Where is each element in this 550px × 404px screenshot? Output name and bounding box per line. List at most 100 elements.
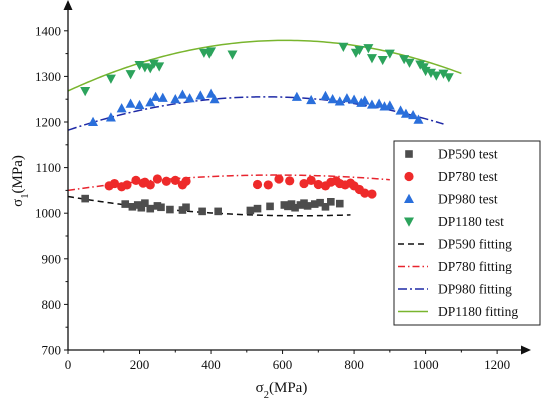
data-point-dp980-test xyxy=(395,105,406,115)
data-point-dp590-test xyxy=(157,203,165,212)
legend-label-dp1180-fitting: DP1180 fitting xyxy=(438,304,518,319)
data-point-dp1180-test xyxy=(125,70,136,80)
data-point-dp1180-test xyxy=(384,49,395,59)
data-point-dp980-test xyxy=(374,98,385,108)
data-point-dp780-test xyxy=(274,174,284,184)
data-point-dp980-test xyxy=(209,94,220,104)
data-point-dp1180-test xyxy=(227,50,238,60)
data-point-dp980-test xyxy=(157,92,168,102)
data-point-dp980-test xyxy=(334,96,345,106)
data-point-dp1180-test xyxy=(154,62,165,72)
data-point-dp780-test xyxy=(306,175,316,185)
data-point-dp980-test xyxy=(359,95,370,105)
data-point-dp590-test xyxy=(246,206,255,215)
data-point-dp590-test xyxy=(121,200,130,208)
data-point-dp980-test xyxy=(291,91,302,101)
legend-label-dp590-test: DP590 test xyxy=(438,147,498,162)
x-tick-label: 800 xyxy=(344,357,364,372)
data-point-dp590-test xyxy=(198,207,206,216)
data-point-dp1180-test xyxy=(105,74,116,84)
y-tick-label: 1400 xyxy=(35,23,61,38)
data-point-dp780-test xyxy=(367,189,377,199)
data-point-dp590-test xyxy=(137,203,146,212)
legend-marker-dp980-test xyxy=(404,193,414,203)
data-point-dp1180-test xyxy=(399,55,410,65)
plot-area xyxy=(67,39,462,217)
data-point-dp980-test xyxy=(125,98,136,108)
legend-marker-dp780-test xyxy=(404,171,414,182)
data-point-dp1180-test xyxy=(354,45,365,56)
data-point-dp590-test xyxy=(327,198,335,206)
legend-label-dp980-fitting: DP980 fitting xyxy=(438,282,512,297)
legend-marker-dp590-test xyxy=(405,150,413,158)
data-point-dp1180-test xyxy=(438,69,449,79)
data-point-dp980-test xyxy=(349,94,360,104)
data-point-dp590-test xyxy=(303,202,312,210)
data-point-dp980-test xyxy=(150,91,161,101)
data-point-dp780-test xyxy=(252,179,263,190)
data-point-dp980-test xyxy=(327,94,338,104)
data-point-dp980-test xyxy=(408,109,419,120)
series-line-dp590-fitting xyxy=(67,195,351,217)
data-point-dp1180-test xyxy=(431,71,442,81)
x-tick-label: 1000 xyxy=(413,357,439,372)
data-point-dp980-test xyxy=(134,99,145,110)
x-axis-arrow xyxy=(521,345,531,355)
y-axis-arrow xyxy=(63,0,73,10)
data-point-dp780-test xyxy=(263,180,273,190)
data-point-dp780-test xyxy=(152,174,162,184)
data-point-dp590-test xyxy=(182,203,190,212)
y-tick-label: 800 xyxy=(42,297,62,312)
data-point-dp980-test xyxy=(341,93,352,103)
data-point-dp590-test xyxy=(335,199,344,208)
data-point-dp1180-test xyxy=(404,58,415,68)
data-point-dp780-test xyxy=(181,176,191,186)
x-tick-label: 600 xyxy=(273,357,293,372)
data-point-dp980-test xyxy=(170,94,181,104)
data-point-dp780-test xyxy=(122,180,132,190)
data-point-dp590-test xyxy=(214,207,222,216)
data-point-dp780-test xyxy=(360,188,370,198)
y-tick-label: 900 xyxy=(42,251,62,266)
data-point-dp1180-test xyxy=(80,86,91,97)
x-tick-label: 1200 xyxy=(484,357,510,372)
x-tick-label: 400 xyxy=(201,357,221,372)
legend-label-dp1180-test: DP1180 test xyxy=(438,214,504,229)
data-point-dp980-test xyxy=(366,99,377,109)
x-tick-label: 200 xyxy=(130,357,150,372)
legend-label-dp780-fitting: DP780 fitting xyxy=(438,259,512,274)
data-point-dp780-test xyxy=(299,178,309,189)
data-point-dp590-test xyxy=(253,204,262,213)
data-point-dp1180-test xyxy=(425,68,436,78)
legend-label-dp590-fitting: DP590 fitting xyxy=(438,237,512,252)
data-point-dp590-test xyxy=(291,203,299,212)
data-point-dp780-test xyxy=(285,176,295,186)
data-point-dp780-test xyxy=(170,175,180,185)
series-line-dp980-fitting xyxy=(67,96,444,131)
data-point-dp590-test xyxy=(310,200,319,208)
y-tick-label: 700 xyxy=(42,343,62,358)
data-point-dp780-test xyxy=(313,179,323,190)
x-tick-label: 0 xyxy=(65,357,72,372)
data-point-dp590-test xyxy=(141,199,149,207)
y-tick-label: 1100 xyxy=(35,160,61,175)
data-point-dp590-test xyxy=(81,194,89,203)
data-point-dp1180-test xyxy=(366,54,377,64)
data-point-dp590-test xyxy=(128,203,137,211)
data-point-dp980-test xyxy=(400,108,411,118)
data-point-dp780-test xyxy=(145,180,155,190)
y-tick-label: 1000 xyxy=(35,206,61,221)
data-point-dp1180-test xyxy=(338,42,349,52)
legend: DP590 test DP780 test DP980 test DP1180 tes… xyxy=(393,140,541,326)
y-tick-label: 1200 xyxy=(35,115,61,130)
legend-box xyxy=(393,140,541,326)
data-point-dp980-test xyxy=(105,112,116,122)
data-point-dp980-test xyxy=(195,90,206,100)
data-point-dp980-test xyxy=(184,93,195,103)
data-point-dp590-test xyxy=(166,205,174,214)
data-point-dp980-test xyxy=(320,90,331,101)
data-point-dp980-test xyxy=(145,97,156,107)
data-point-dp590-test xyxy=(321,203,330,211)
data-point-dp980-test xyxy=(88,116,99,126)
